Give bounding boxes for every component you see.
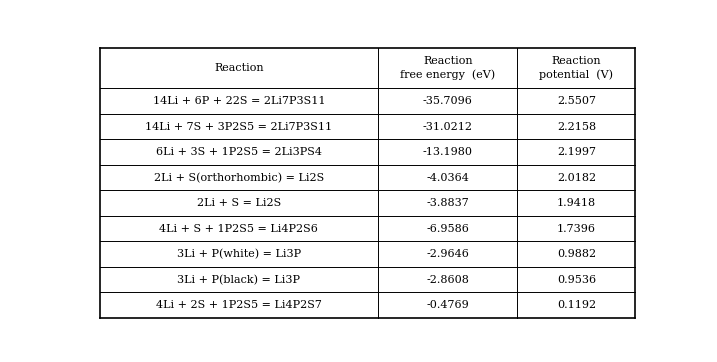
Text: 0.1192: 0.1192 (557, 300, 596, 310)
Text: 2.5507: 2.5507 (557, 96, 596, 106)
Text: -35.7096: -35.7096 (423, 96, 473, 106)
Text: -0.4769: -0.4769 (427, 300, 469, 310)
Text: -13.1980: -13.1980 (423, 147, 473, 157)
Text: 4Li + S + 1P2S5 = Li4P2S6: 4Li + S + 1P2S5 = Li4P2S6 (159, 224, 318, 234)
Text: -2.8608: -2.8608 (427, 275, 469, 285)
Text: -6.9586: -6.9586 (427, 224, 469, 234)
Text: 2.2158: 2.2158 (557, 122, 596, 132)
Text: 14Li + 7S + 3P2S5 = 2Li7P3S11: 14Li + 7S + 3P2S5 = 2Li7P3S11 (146, 122, 333, 132)
Text: 2.1997: 2.1997 (557, 147, 596, 157)
Text: 4Li + 2S + 1P2S5 = Li4P2S7: 4Li + 2S + 1P2S5 = Li4P2S7 (156, 300, 322, 310)
Text: 2Li + S(orthorhombic) = Li2S: 2Li + S(orthorhombic) = Li2S (153, 173, 324, 183)
Text: -31.0212: -31.0212 (423, 122, 473, 132)
Text: 1.9418: 1.9418 (557, 198, 596, 208)
Text: 2.0182: 2.0182 (557, 173, 596, 183)
Text: Reaction
free energy  (eV): Reaction free energy (eV) (400, 56, 495, 80)
Text: 3Li + P(black) = Li3P: 3Li + P(black) = Li3P (177, 275, 300, 285)
Text: 14Li + 6P + 22S = 2Li7P3S11: 14Li + 6P + 22S = 2Li7P3S11 (153, 96, 325, 106)
Text: 3Li + P(white) = Li3P: 3Li + P(white) = Li3P (177, 249, 301, 260)
Text: Reaction
potential  (V): Reaction potential (V) (539, 56, 613, 80)
Text: -4.0364: -4.0364 (427, 173, 469, 183)
Text: 6Li + 3S + 1P2S5 = 2Li3PS4: 6Li + 3S + 1P2S5 = 2Li3PS4 (156, 147, 322, 157)
Text: 2Li + S = Li2S: 2Li + S = Li2S (196, 198, 281, 208)
Text: 0.9536: 0.9536 (557, 275, 596, 285)
Text: 0.9882: 0.9882 (557, 249, 596, 259)
Text: -2.9646: -2.9646 (427, 249, 469, 259)
Text: 1.7396: 1.7396 (557, 224, 596, 234)
Text: -3.8837: -3.8837 (427, 198, 469, 208)
Text: Reaction: Reaction (214, 63, 264, 73)
